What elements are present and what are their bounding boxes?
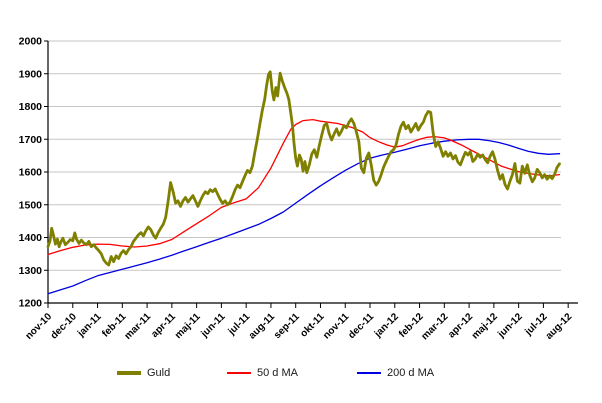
x-tick-label: nov-10	[24, 311, 55, 342]
x-tick-label: dec-11	[346, 311, 376, 341]
y-tick-label: 1800	[19, 101, 43, 113]
x-tick-label: maj-12	[470, 311, 500, 341]
y-tick-label: 1200	[19, 298, 43, 310]
x-tick-label: jun-11	[199, 311, 228, 340]
y-tick-label: 1500	[19, 199, 43, 211]
y-tick-label: 1700	[19, 134, 43, 146]
ma200-line-swatch	[357, 372, 381, 374]
y-tick-label: 1900	[19, 68, 43, 80]
x-tick-label: jan-12	[372, 311, 401, 340]
y-tick-label: 1600	[19, 167, 43, 179]
x-tick-label: jan-11	[75, 311, 104, 340]
series-line-200-d-ma	[47, 138, 561, 295]
y-tick-label: 1300	[19, 265, 43, 277]
y-tick-label: 2000	[19, 36, 43, 48]
legend-item-50dma: 50 d MA	[227, 363, 298, 383]
series-line-guld	[46, 70, 561, 267]
ma50-line-swatch	[227, 372, 251, 374]
series-line-50-d-ma	[47, 118, 561, 256]
x-tick-label: aug-12	[544, 311, 575, 342]
x-tick-label: sep-11	[272, 311, 302, 341]
x-tick-label: jun-12	[495, 311, 525, 341]
legend-label: 50 d MA	[257, 367, 298, 379]
guld-line-swatch	[117, 371, 141, 375]
chart-legend: Guld 50 d MA 200 d MA	[0, 363, 602, 387]
legend-label: Guld	[147, 367, 171, 379]
legend-item-200dma: 200 d MA	[357, 363, 434, 383]
x-tick-label: mar-12	[419, 311, 450, 342]
x-tick-label: nov-11	[321, 311, 351, 341]
y-tick-label: 1400	[19, 232, 43, 244]
legend-item-guld: Guld	[117, 363, 170, 383]
x-tick-label: dec-10	[49, 311, 79, 341]
legend-label: 200 d MA	[387, 367, 435, 379]
x-tick-label: maj-11	[173, 311, 203, 341]
x-tick-label: aug-11	[247, 311, 277, 341]
x-tick-label: mar-11	[123, 311, 154, 342]
